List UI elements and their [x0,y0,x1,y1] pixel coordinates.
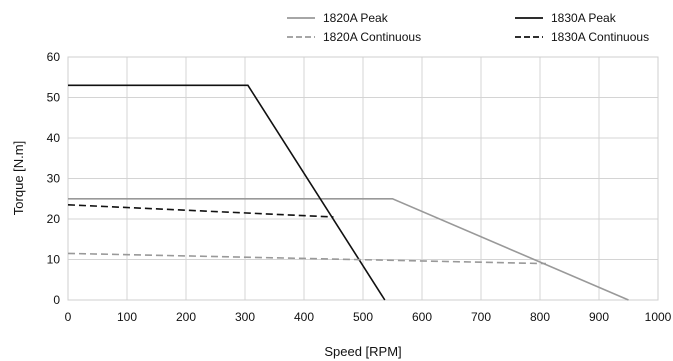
tick-labels: 0 100 200 300 400 500 600 700 800 900 1000 0 10 20 30 4… [47,50,672,324]
plot-series [67,84,629,301]
x-tick-label-3: 300 [235,310,255,324]
x-tick-label-5: 500 [353,310,373,324]
x-tick-label-1: 100 [117,310,137,324]
legend-label-3: 1830A Continuous [551,30,649,44]
x-tick-label-7: 700 [471,310,491,324]
series-line-1820a-continuous [67,252,546,265]
y-tick-label-2: 20 [47,212,61,226]
y-tick-label-0: 0 [53,293,60,307]
legend-label-2: 1820A Continuous [323,30,421,44]
legend-label-1: 1830A Peak [551,11,617,25]
y-tick-label-6: 60 [47,50,61,64]
x-tick-label-4: 400 [294,310,314,324]
x-tick-label-6: 600 [412,310,432,324]
x-tick-label-9: 900 [589,310,609,324]
y-tick-label-4: 40 [47,131,61,145]
legend-label-0: 1820A Peak [323,11,389,25]
legend: 1820A Peak 1830A Peak 1820A Continuous 1830… [287,11,649,44]
series-line-1830a-continuous [67,204,334,218]
x-tick-label-2: 200 [176,310,196,324]
x-axis-label: Speed [RPM] [324,344,401,359]
grid [67,56,659,301]
y-axis-label: Torque [N.m] [11,141,26,215]
x-tick-label-10: 1000 [645,310,672,324]
y-tick-label-5: 50 [47,91,61,105]
series-line-1830a-peak [68,84,386,301]
series-line-1820a-peak [68,198,629,301]
x-tick-label-0: 0 [65,310,72,324]
y-tick-label-1: 10 [47,253,61,267]
y-tick-label-3: 30 [47,172,61,186]
plot-frame [67,56,659,301]
x-tick-label-8: 800 [530,310,550,324]
